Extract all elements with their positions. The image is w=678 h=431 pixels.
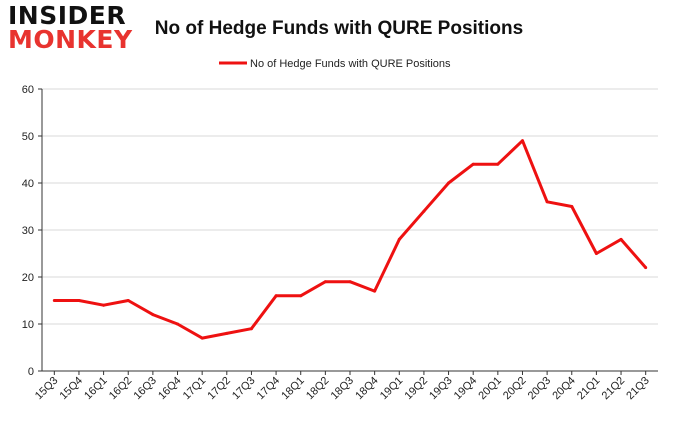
data-point <box>77 299 81 302</box>
x-tick-label: 21Q3 <box>624 375 652 403</box>
x-tick-label: 19Q2 <box>403 375 431 403</box>
data-point <box>373 289 377 293</box>
y-tick-label: 40 <box>22 178 34 190</box>
data-point <box>520 139 524 143</box>
x-tick-label: 20Q1 <box>476 375 504 403</box>
x-tick-label: 15Q3 <box>33 375 61 403</box>
y-axis-ticks: 0 10 20 30 40 50 60 <box>22 84 42 378</box>
axes <box>41 89 658 372</box>
data-point <box>619 237 623 241</box>
x-tick-label: 18Q1 <box>279 375 307 403</box>
legend-label: No of Hedge Funds with QURE Positions <box>250 58 451 70</box>
x-tick-label: 15Q4 <box>58 375 86 403</box>
data-point <box>570 205 574 208</box>
data-point <box>151 313 155 317</box>
data-point <box>594 252 598 255</box>
x-tick-label: 18Q3 <box>329 375 357 403</box>
legend: No of Hedge Funds with QURE Positions <box>219 58 451 70</box>
x-tick-label: 21Q2 <box>600 375 628 403</box>
data-point <box>348 280 352 284</box>
data-point <box>126 299 130 302</box>
x-tick-label: 16Q2 <box>107 375 135 403</box>
y-tick-label: 50 <box>22 131 34 143</box>
data-point <box>176 322 180 326</box>
data-point <box>644 266 648 270</box>
logo-text-monkey: MONKEY <box>8 25 133 54</box>
data-point <box>225 331 229 335</box>
x-tick-label: 18Q2 <box>304 375 332 403</box>
data-point <box>545 200 549 204</box>
y-tick-label: 60 <box>22 84 34 96</box>
y-tick-label: 0 <box>28 366 34 378</box>
x-tick-label: 17Q2 <box>205 375 233 403</box>
y-tick-label: 20 <box>22 272 34 284</box>
x-tick-label: 19Q1 <box>378 375 406 403</box>
x-tick-label: 16Q1 <box>82 375 110 403</box>
x-tick-label: 17Q1 <box>181 375 209 403</box>
x-tick-label: 19Q3 <box>427 375 455 403</box>
y-tick-label: 10 <box>22 319 34 331</box>
data-point <box>200 336 204 340</box>
y-tick-label: 30 <box>22 225 34 237</box>
data-point <box>249 327 253 331</box>
data-point <box>447 181 451 185</box>
x-tick-label: 20Q2 <box>501 375 529 403</box>
series-line <box>54 139 647 340</box>
x-tick-label: 17Q4 <box>255 375 283 403</box>
data-point <box>102 303 106 307</box>
data-point <box>422 209 426 213</box>
logo-text-insider: INSIDER <box>8 1 127 30</box>
x-tick-label: 16Q3 <box>131 375 159 403</box>
insider-monkey-logo: INSIDER MONKEY <box>8 1 133 54</box>
chart-title: No of Hedge Funds with QURE Positions <box>155 18 523 39</box>
data-point <box>52 299 56 302</box>
x-tick-label: 20Q4 <box>550 375 578 403</box>
data-point <box>274 294 278 298</box>
x-axis-ticks: 15Q315Q416Q116Q216Q316Q417Q117Q217Q317Q4… <box>33 371 652 402</box>
series-layer <box>52 139 648 340</box>
x-tick-label: 17Q3 <box>230 375 258 403</box>
data-point <box>323 280 327 284</box>
x-tick-label: 18Q4 <box>353 375 381 403</box>
x-tick-label: 21Q1 <box>575 375 603 403</box>
data-point <box>496 162 500 166</box>
data-point <box>299 294 303 298</box>
grid <box>42 88 658 372</box>
x-tick-label: 20Q3 <box>526 375 554 403</box>
x-tick-label: 19Q4 <box>452 375 480 403</box>
data-point <box>471 162 475 166</box>
x-tick-label: 16Q4 <box>156 375 184 403</box>
data-point <box>397 237 401 241</box>
